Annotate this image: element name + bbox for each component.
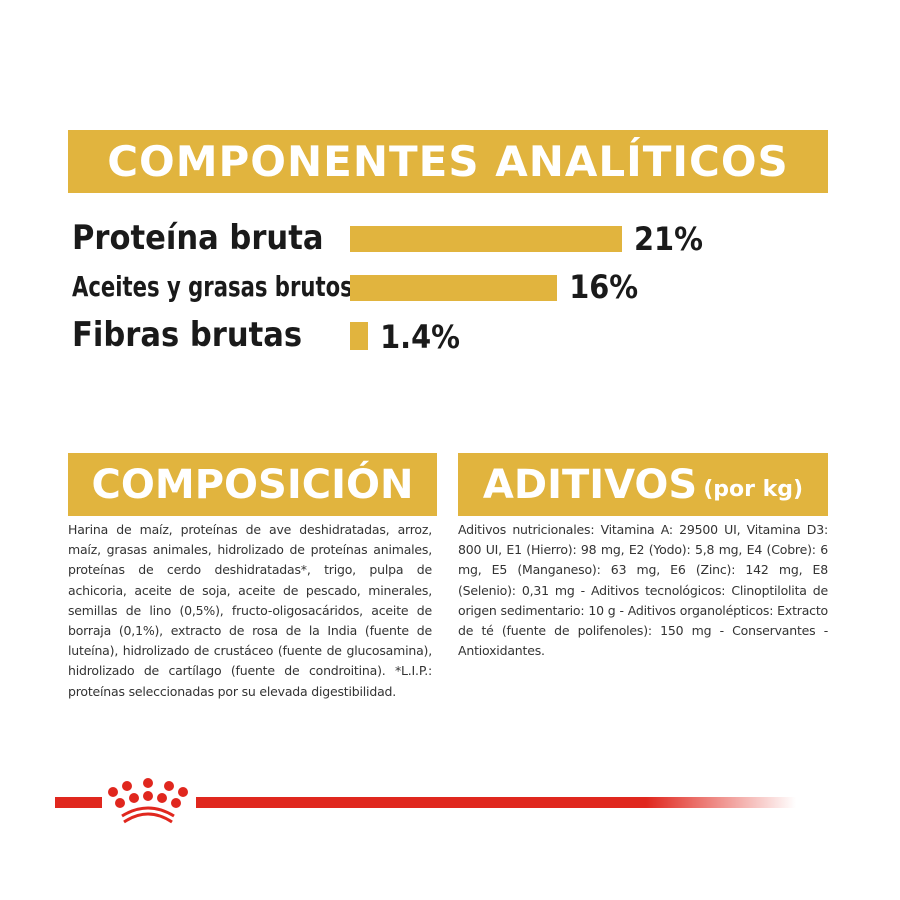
composition-title: COMPOSICIÓN — [91, 461, 414, 508]
composition-header: COMPOSICIÓN — [68, 453, 437, 516]
fat-bar — [350, 275, 558, 301]
protein-value: 21% — [634, 220, 703, 258]
fiber-bar — [350, 322, 369, 350]
protein-bar — [350, 226, 622, 252]
additives-text: Aditivos nutricionales: Vitamina A: 2950… — [458, 522, 828, 659]
additives-unit: (por kg) — [703, 477, 804, 502]
additives-title: ADITIVOS — [482, 461, 698, 508]
brand-line-left — [55, 797, 102, 808]
composition-text: Harina de maíz, proteínas de ave deshidr… — [68, 522, 432, 699]
royal-crown-icon — [108, 778, 188, 824]
analytical-title: COMPONENTES ANALÍTICOS — [107, 137, 789, 186]
analytical-header: COMPONENTES ANALÍTICOS — [68, 130, 828, 193]
fiber-value: 1.4% — [380, 318, 460, 356]
protein-label: Proteína bruta — [72, 218, 324, 258]
fat-value: 16% — [569, 268, 639, 306]
brand-line-right — [196, 797, 796, 808]
fiber-label: Fibras brutas — [72, 315, 303, 355]
fat-label: Aceites y grasas brutos — [72, 270, 353, 303]
additives-header: ADITIVOS (por kg) — [458, 453, 828, 516]
